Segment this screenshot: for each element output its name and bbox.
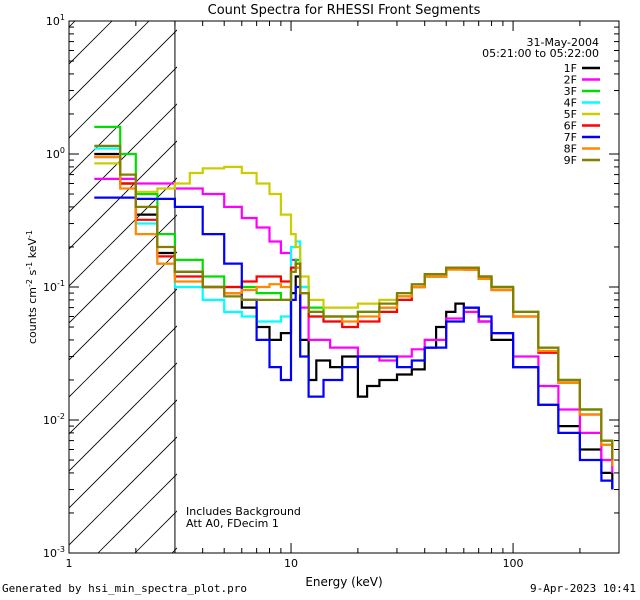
date-label: 31-May-2004 <box>527 36 599 49</box>
generated-by-text: Generated by hsi_min_spectra_plot.pro <box>2 582 248 595</box>
hatch-line <box>69 436 177 546</box>
x-axis-label: Energy (keV) <box>305 575 382 589</box>
hatch-line <box>69 214 177 324</box>
hatch-line <box>69 362 177 472</box>
hatch-line <box>69 399 177 509</box>
y-tick-label: 10-2 <box>43 412 65 427</box>
y-axis-label: counts cm-2 s-1 keV-1 <box>25 230 39 344</box>
legend-label-6f: 6F <box>564 120 577 133</box>
legend-label-9f: 9F <box>564 154 577 167</box>
legend-label-1f: 1F <box>564 62 577 75</box>
hatch-line <box>69 29 177 139</box>
hatch-line <box>69 21 150 102</box>
y-tick-label: 10-3 <box>43 545 65 560</box>
generation-timestamp: 9-Apr-2023 10:41 <box>530 582 636 595</box>
annotation-background: Includes Background <box>186 505 301 518</box>
annotation-attenuator: Att A0, FDecim 1 <box>186 517 279 530</box>
series-line-7f <box>94 196 614 490</box>
x-tick-label: 1 <box>66 557 73 570</box>
time-range-label: 05:21:00 to 05:22:00 <box>482 47 599 60</box>
x-tick-label: 10 <box>284 557 298 570</box>
y-tick-label: 10-1 <box>43 279 65 294</box>
chart-title: Count Spectra for RHESSI Front Segments <box>208 3 481 18</box>
y-tick-label: 101 <box>46 13 65 28</box>
hatch-line <box>69 177 177 287</box>
legend-label-2f: 2F <box>564 74 577 87</box>
series-line-9f <box>94 144 614 460</box>
legend-label-3f: 3F <box>564 85 577 98</box>
legend-label-5f: 5F <box>564 108 577 121</box>
legend-label-8f: 8F <box>564 143 577 156</box>
x-tick-label: 100 <box>503 557 524 570</box>
legend-label-4f: 4F <box>564 97 577 110</box>
legend-label-7f: 7F <box>564 131 577 144</box>
hatch-line <box>69 21 113 65</box>
y-tick-label: 100 <box>46 146 65 161</box>
